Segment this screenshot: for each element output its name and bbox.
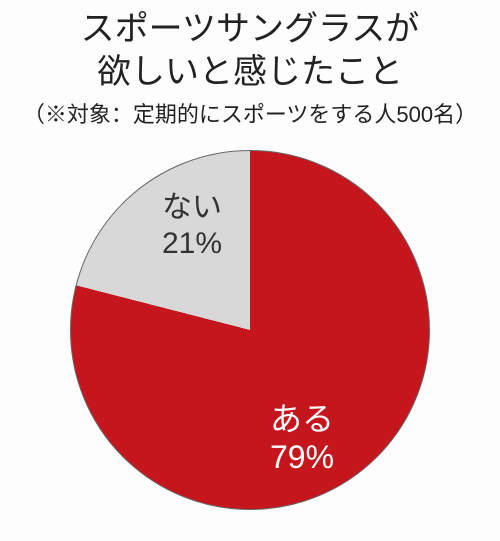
slice-label-percent: 21% — [162, 226, 222, 262]
slice-label-yes: ある79% — [270, 400, 334, 477]
slice-label-no: ない21% — [162, 190, 222, 262]
pie-chart: ある79% ない21% — [70, 150, 430, 510]
slice-label-percent: 79% — [270, 438, 334, 476]
title-line-1: スポーツサングラスが — [81, 10, 420, 48]
pie-disc — [70, 150, 430, 510]
title-line-2: 欲しいと感じたこと — [97, 53, 403, 91]
slice-label-text: ない — [162, 190, 222, 226]
chart-subtitle: （※対象：定期的にスポーツをする人500名） — [0, 97, 500, 129]
figure: スポーツサングラスが 欲しいと感じたこと （※対象：定期的にスポーツをする人50… — [0, 0, 500, 541]
slice-label-text: ある — [270, 400, 334, 438]
chart-title: スポーツサングラスが 欲しいと感じたこと — [0, 0, 500, 93]
